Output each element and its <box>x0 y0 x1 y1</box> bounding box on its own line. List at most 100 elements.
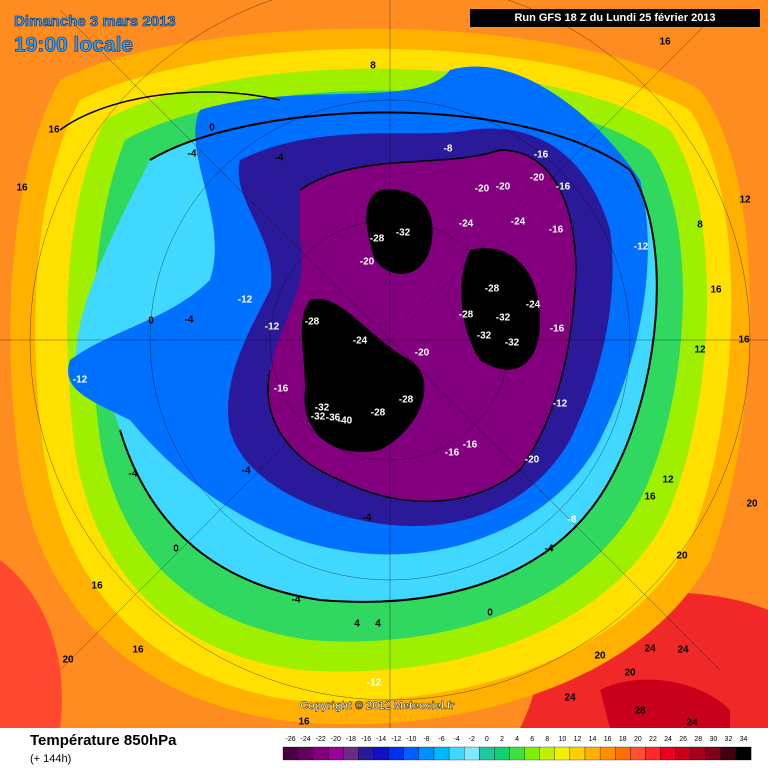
contour-label: -4 <box>363 513 372 524</box>
legend-label: 28 <box>694 736 702 743</box>
contour-label: 24 <box>677 645 689 656</box>
contour-label: -12 <box>634 242 649 253</box>
legend-swatch <box>645 746 661 761</box>
legend-label: -18 <box>346 736 356 743</box>
legend-label: 18 <box>619 736 627 743</box>
contour-label: -16 <box>550 324 565 335</box>
legend-swatch <box>433 746 450 761</box>
copyright: Copyright © 2012 Meteociel.fr <box>300 700 456 712</box>
legend-label: 26 <box>679 736 687 743</box>
contour-label: 16 <box>132 645 144 656</box>
contour-label: -12 <box>553 399 568 410</box>
legend-label: 0 <box>485 736 489 743</box>
legend-swatch <box>479 746 495 761</box>
contour-label: 4 <box>354 619 360 630</box>
legend-label: 32 <box>725 736 733 743</box>
legend-label: -22 <box>316 736 326 743</box>
contour-label: -32 <box>396 228 411 239</box>
contour-label: 28 <box>634 706 646 717</box>
legend-swatch <box>358 746 374 761</box>
contour-label: -12 <box>367 678 382 689</box>
legend-label: 20 <box>634 736 642 743</box>
contour-label: -32 <box>496 313 511 324</box>
contour-label: 24 <box>564 693 576 704</box>
contour-label: -12 <box>238 295 253 306</box>
contour-label: 12 <box>694 345 706 356</box>
legend-swatch <box>660 746 676 761</box>
contour-label: 16 <box>659 37 671 48</box>
contour-label: -4 <box>275 153 284 164</box>
legend-swatch <box>282 746 299 761</box>
contour-label: -20 <box>530 173 545 184</box>
legend-swatch <box>494 746 510 761</box>
legend-swatch <box>690 746 706 761</box>
contour-label: -8 <box>444 144 453 155</box>
contour-label: -32 <box>311 412 326 423</box>
contour-label: -4 <box>545 544 554 555</box>
contour-label: -28 <box>371 408 386 419</box>
contour-label: 16 <box>16 183 28 194</box>
contour-label: 12 <box>662 475 674 486</box>
legend-label: -6 <box>438 736 444 743</box>
legend-swatch <box>705 746 722 761</box>
contour-label: -24 <box>526 300 541 311</box>
contour-label: -4 <box>188 149 197 160</box>
contour-label: 20 <box>746 499 758 510</box>
contour-label: -20 <box>360 257 375 268</box>
legend-swatch <box>464 746 480 761</box>
temperature-field <box>0 0 768 728</box>
contour-label: -16 <box>556 182 571 193</box>
contour-label: -28 <box>370 234 385 245</box>
map-time: 19:00 locale <box>14 34 133 57</box>
legend-label: 30 <box>709 736 717 743</box>
contour-label: 16 <box>644 492 656 503</box>
contour-label: 16 <box>91 581 103 592</box>
legend-label: 34 <box>740 736 748 743</box>
footer-title: Température 850hPa <box>30 732 177 749</box>
legend-swatch <box>418 746 435 761</box>
contour-label: -16 <box>445 448 460 459</box>
contour-label: 20 <box>62 655 74 666</box>
legend-swatch <box>675 746 691 761</box>
contour-label: 16 <box>738 335 750 346</box>
legend-swatch <box>509 746 525 761</box>
legend-swatch <box>328 746 344 761</box>
legend-label: 6 <box>530 736 534 743</box>
contour-label: 8 <box>370 61 376 72</box>
contour-label: -4 <box>185 315 194 326</box>
map-date: Dimanche 3 mars 2013 <box>14 13 176 30</box>
footer-subtitle: (+ 144h) <box>30 753 71 765</box>
legend-label: 4 <box>515 736 519 743</box>
contour-label: -28 <box>485 284 500 295</box>
legend-label: -26 <box>285 736 295 743</box>
legend-label: -2 <box>469 736 475 743</box>
contour-label: 0 <box>173 544 179 555</box>
legend-swatch <box>448 746 465 761</box>
legend-swatch <box>313 746 329 761</box>
contour-label: -4 <box>129 469 138 480</box>
contour-label: -4 <box>292 595 301 606</box>
contour-label: 12 <box>739 195 751 206</box>
legend-label: -12 <box>391 736 401 743</box>
legend-swatch <box>615 746 631 761</box>
contour-label: -12 <box>265 322 280 333</box>
contour-label: -20 <box>525 455 540 466</box>
legend-label: -24 <box>301 736 311 743</box>
legend-swatch <box>630 746 646 761</box>
legend-label: -8 <box>423 736 429 743</box>
legend-swatch <box>297 746 314 761</box>
contour-label: -20 <box>415 348 430 359</box>
contour-label: -32 <box>477 331 492 342</box>
contour-label: -16 <box>534 150 549 161</box>
contour-label: 20 <box>624 668 636 679</box>
contour-label: -40 <box>338 416 353 427</box>
legend-label: -14 <box>376 736 386 743</box>
legend-swatch <box>599 746 616 761</box>
color-legend: -26 -24 -22 -20 -18 -16 -14 -12 -10 -8 -6 -4 -2 0 2 4 6 8… <box>282 736 752 761</box>
legend-swatch <box>584 746 601 761</box>
contour-label: -16 <box>549 225 564 236</box>
run-box <box>470 9 760 27</box>
contour-label: -16 <box>274 384 289 395</box>
legend-swatch <box>343 746 359 761</box>
